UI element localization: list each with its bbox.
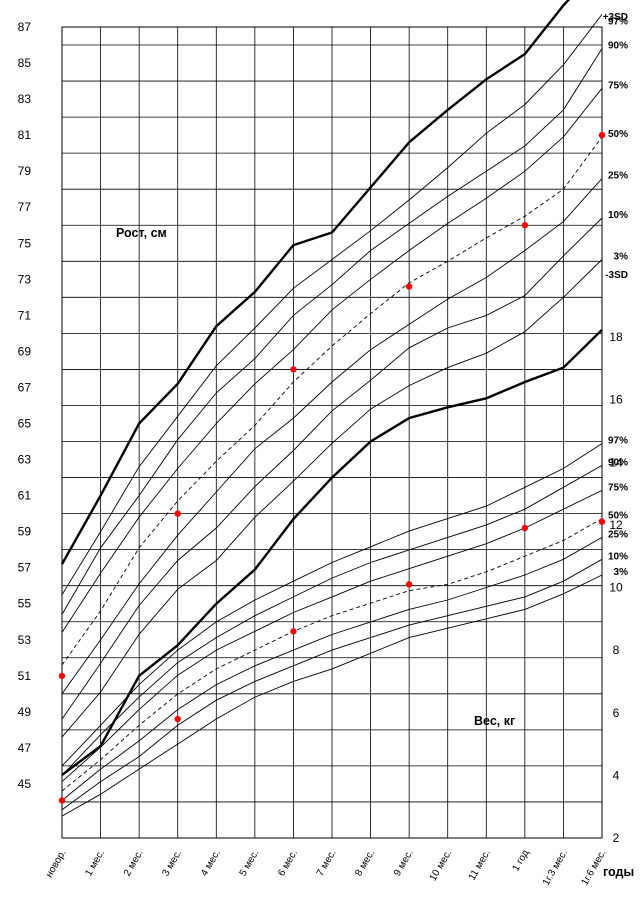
height-curve-minus3sd bbox=[61, 328, 603, 776]
height-curve-plus3sd bbox=[60, 0, 571, 565]
plot-frame bbox=[61, 26, 603, 839]
weight-tick-label: 6 bbox=[613, 706, 620, 720]
x-tick-label: 2 мес. bbox=[122, 848, 146, 878]
weight-tick-label: 8 bbox=[613, 643, 620, 657]
height-tick-label: 63 bbox=[18, 453, 32, 467]
weight-curve-97pct bbox=[61, 443, 603, 767]
height-curve-label: 75% bbox=[608, 80, 628, 91]
weight-measurement-point bbox=[174, 715, 181, 723]
weight-curve-label: 97% bbox=[608, 435, 628, 446]
x-tick-label: 11 мес. bbox=[467, 848, 493, 882]
weight-tick-label: 10 bbox=[609, 581, 623, 595]
measurement-points bbox=[58, 131, 606, 804]
percentile-curves bbox=[60, 0, 603, 817]
axis-labels: 4547495153555759616365676971737577798183… bbox=[18, 12, 628, 888]
height-curve-75pct bbox=[61, 88, 603, 633]
height-measurement-point bbox=[290, 366, 297, 373]
height-tick-label: 57 bbox=[18, 561, 32, 575]
height-curve-25pct bbox=[61, 178, 603, 695]
height-curve-50pct bbox=[61, 136, 603, 666]
height-tick-label: 73 bbox=[18, 272, 32, 286]
height-tick-label: 45 bbox=[18, 777, 32, 791]
x-tick-label: 7 мес. bbox=[315, 848, 339, 878]
height-curve-label: 3% bbox=[614, 251, 629, 262]
height-tick-label: 49 bbox=[18, 705, 32, 719]
weight-measurement-point bbox=[405, 581, 413, 588]
weight-curve-25pct bbox=[61, 537, 603, 801]
weight-axis-title: Вес, кг bbox=[474, 714, 515, 728]
height-tick-label: 65 bbox=[18, 416, 32, 430]
height-curve-label: 97% bbox=[608, 16, 628, 27]
weight-tick-label: 2 bbox=[613, 831, 620, 845]
height-tick-label: 51 bbox=[18, 669, 32, 683]
height-tick-label: 59 bbox=[18, 525, 32, 539]
weight-curve-label: 75% bbox=[608, 482, 628, 493]
height-axis-title: Рост, см bbox=[116, 226, 167, 240]
height-curve-90pct bbox=[61, 48, 603, 615]
weight-measurement-point bbox=[598, 518, 606, 525]
height-tick-label: 47 bbox=[18, 741, 32, 755]
x-tick-label: 10 мес. bbox=[428, 848, 455, 883]
height-curve-10pct bbox=[61, 217, 603, 720]
x-tick-label: 5 мес. bbox=[238, 848, 262, 878]
weight-tick-label: 4 bbox=[613, 768, 620, 782]
height-tick-label: 83 bbox=[18, 92, 32, 106]
height-tick-label: 61 bbox=[18, 489, 32, 503]
x-axis-title: годы bbox=[603, 865, 634, 879]
weight-curve-label: 50% bbox=[608, 511, 628, 522]
height-curve-label: 50% bbox=[608, 129, 628, 140]
height-curve-97pct bbox=[61, 14, 603, 595]
x-tick-label: 6 мес. bbox=[276, 848, 300, 878]
weight-curve-90pct bbox=[61, 465, 603, 776]
height-tick-label: 85 bbox=[18, 56, 32, 70]
height-curve-label: 90% bbox=[608, 41, 628, 52]
x-tick-label: 4 мес. bbox=[199, 848, 223, 878]
height-curve-label: +3SD bbox=[603, 12, 628, 23]
weight-curve-label: 10% bbox=[608, 551, 628, 562]
weight-curve-label: 3% bbox=[614, 567, 629, 578]
weight-curve-label: 25% bbox=[608, 529, 628, 540]
height-tick-label: 87 bbox=[18, 20, 32, 34]
height-measurement-point bbox=[521, 222, 529, 229]
x-tick-label: 1г.3 мес. bbox=[541, 848, 570, 888]
grid bbox=[61, 26, 603, 839]
height-tick-label: 69 bbox=[18, 344, 32, 358]
height-curve-3pct bbox=[61, 259, 603, 738]
weight-measurement-point bbox=[290, 628, 297, 635]
weight-curve-label: 90% bbox=[608, 457, 628, 468]
weight-measurement-point bbox=[58, 797, 66, 804]
height-tick-label: 79 bbox=[18, 164, 32, 178]
height-measurement-point bbox=[174, 510, 181, 517]
height-tick-label: 75 bbox=[18, 236, 32, 250]
height-tick-label: 81 bbox=[18, 128, 32, 142]
weight-curve-50pct bbox=[61, 518, 603, 792]
height-curve-label: -3SD bbox=[605, 270, 628, 281]
x-tick-label: 9 мес. bbox=[392, 848, 416, 878]
x-tick-label: 1 мес. bbox=[83, 848, 107, 878]
height-curve-label: 25% bbox=[608, 170, 628, 181]
x-tick-label: 3 мес. bbox=[161, 848, 185, 878]
height-tick-label: 67 bbox=[18, 380, 32, 394]
weight-curve-75pct bbox=[61, 489, 603, 782]
x-tick-label: 1 год bbox=[510, 848, 531, 874]
weight-curve-10pct bbox=[61, 558, 603, 811]
weight-tick-label: 18 bbox=[609, 330, 623, 344]
weight-tick-label: 12 bbox=[609, 518, 623, 532]
height-tick-label: 55 bbox=[18, 597, 32, 611]
weight-curve-3pct bbox=[61, 574, 603, 817]
weight-tick-label: 14 bbox=[609, 455, 623, 469]
x-tick-label: новор. bbox=[44, 848, 69, 880]
height-measurement-point bbox=[58, 672, 66, 679]
height-tick-label: 71 bbox=[18, 308, 32, 322]
x-tick-label: 8 мес. bbox=[353, 848, 377, 878]
height-curve-label: 10% bbox=[608, 210, 628, 221]
height-measurement-point bbox=[405, 283, 413, 290]
weight-measurement-point bbox=[521, 524, 529, 532]
height-measurement-point bbox=[598, 131, 606, 139]
height-tick-label: 53 bbox=[18, 633, 32, 647]
height-tick-label: 77 bbox=[18, 200, 32, 214]
weight-tick-label: 16 bbox=[609, 393, 623, 407]
